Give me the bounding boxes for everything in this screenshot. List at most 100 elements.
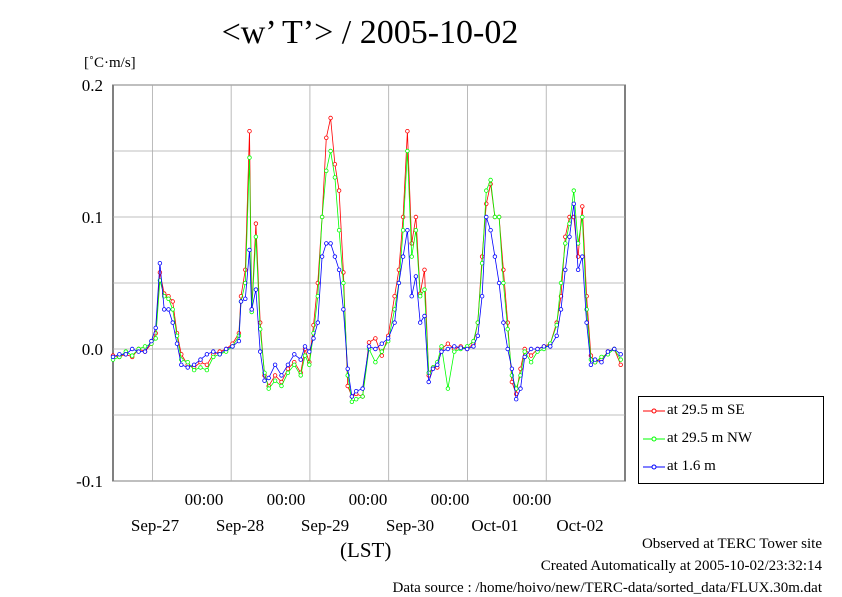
y-tick-label: -0.1 (76, 472, 103, 491)
data-point-nw (400, 227, 406, 233)
data-point-nw (505, 327, 510, 332)
legend-label-low: at 1.6 m (667, 458, 716, 474)
data-point-nw (341, 280, 346, 286)
x-time-tick-label: 00:00 (431, 490, 470, 509)
data-point-se (618, 362, 623, 367)
data-point-low (311, 336, 316, 341)
data-point-nw (558, 280, 564, 286)
data-point-low (279, 373, 284, 378)
data-point-low (272, 362, 278, 367)
data-point-low (238, 299, 244, 304)
data-point-low (575, 267, 581, 272)
data-point-low (588, 362, 594, 367)
x-time-tick-label: 00:00 (349, 490, 388, 509)
x-date-tick-label: Sep-29 (301, 516, 349, 535)
data-point-nw (292, 362, 297, 367)
data-point-nw (302, 353, 308, 358)
data-point-low (123, 352, 128, 357)
data-point-low (142, 349, 148, 354)
data-point-nw (328, 148, 333, 154)
data-point-low (292, 352, 297, 357)
data-point-low (179, 362, 184, 367)
data-point-low (302, 344, 308, 349)
data-point-low (217, 352, 222, 357)
data-point-se (272, 373, 278, 378)
data-point-low (471, 344, 476, 349)
series-line-se (112, 117, 622, 398)
data-point-low (501, 320, 506, 325)
data-point-low (230, 344, 235, 349)
footer-source: Data source : /home/hoivo/new/TERC-data/… (392, 580, 823, 596)
data-point-low (247, 247, 252, 253)
x-date-tick-label: Sep-30 (386, 516, 434, 535)
data-point-se (328, 115, 333, 121)
data-point-se (445, 341, 451, 346)
data-point-low (345, 366, 350, 371)
data-point-nw (324, 168, 329, 173)
data-point-nw (492, 214, 498, 220)
data-point-low (266, 375, 271, 381)
data-point-low (170, 320, 175, 325)
series-line-nw (112, 150, 622, 403)
data-point-low (366, 344, 372, 349)
data-point-se (315, 280, 320, 286)
data-point-low (430, 366, 436, 371)
data-point-low (396, 280, 402, 286)
data-point-low (445, 346, 451, 352)
data-point-low (336, 267, 342, 272)
data-point-low (612, 346, 617, 352)
data-point-low (505, 346, 510, 352)
data-point-nw (379, 349, 384, 354)
data-point-low (488, 227, 493, 233)
data-point-low (354, 389, 359, 394)
data-point-nw (426, 370, 431, 375)
data-point-low (422, 313, 427, 319)
data-point-nw (484, 188, 489, 193)
data-point-nw (373, 360, 378, 365)
data-point-low (191, 362, 197, 367)
legend-item-se: at 29.5 m SE (639, 402, 823, 422)
data-point-low (592, 357, 598, 362)
data-point-nw (418, 294, 423, 299)
data-point-nw (285, 370, 291, 375)
data-point-se (170, 299, 175, 304)
data-point-nw (272, 378, 278, 383)
legend-item-low: at 1.6 m (639, 458, 823, 478)
data-point-low (174, 341, 180, 346)
data-point-low (464, 346, 470, 352)
data-point-nw (528, 360, 534, 365)
footer-observed: Observed at TERC Tower site (641, 536, 822, 552)
data-point-low (584, 320, 589, 325)
data-point-low (541, 344, 547, 349)
x-date-tick-label: Sep-27 (131, 516, 180, 535)
data-point-low (392, 320, 397, 325)
data-point-low (161, 307, 167, 312)
x-time-tick-label: 00:00 (267, 490, 306, 509)
data-point-low (413, 274, 419, 279)
data-point-nw (580, 214, 585, 220)
data-point-nw (170, 307, 175, 312)
data-point-low (315, 320, 320, 325)
data-point-se (324, 135, 329, 140)
data-point-nw (166, 296, 171, 301)
data-point-se (373, 336, 378, 341)
data-point-low (307, 349, 312, 354)
data-point-low (479, 294, 485, 299)
data-point-nw (279, 383, 284, 389)
data-point-low (405, 227, 410, 233)
data-point-low (166, 307, 171, 312)
data-point-low (117, 352, 122, 357)
legend-label-se: at 29.5 m SE (667, 402, 745, 418)
data-point-se (509, 379, 515, 385)
legend-item-nw: at 29.5 m NW (639, 430, 823, 450)
data-point-low (509, 366, 515, 371)
data-point-low (514, 397, 519, 402)
data-point-low (349, 394, 355, 399)
data-point-low (528, 346, 534, 352)
data-point-low (110, 354, 116, 360)
data-point-nw (354, 397, 359, 402)
data-point-se (409, 241, 414, 246)
data-point-low (418, 320, 423, 325)
data-point-se (247, 128, 252, 134)
